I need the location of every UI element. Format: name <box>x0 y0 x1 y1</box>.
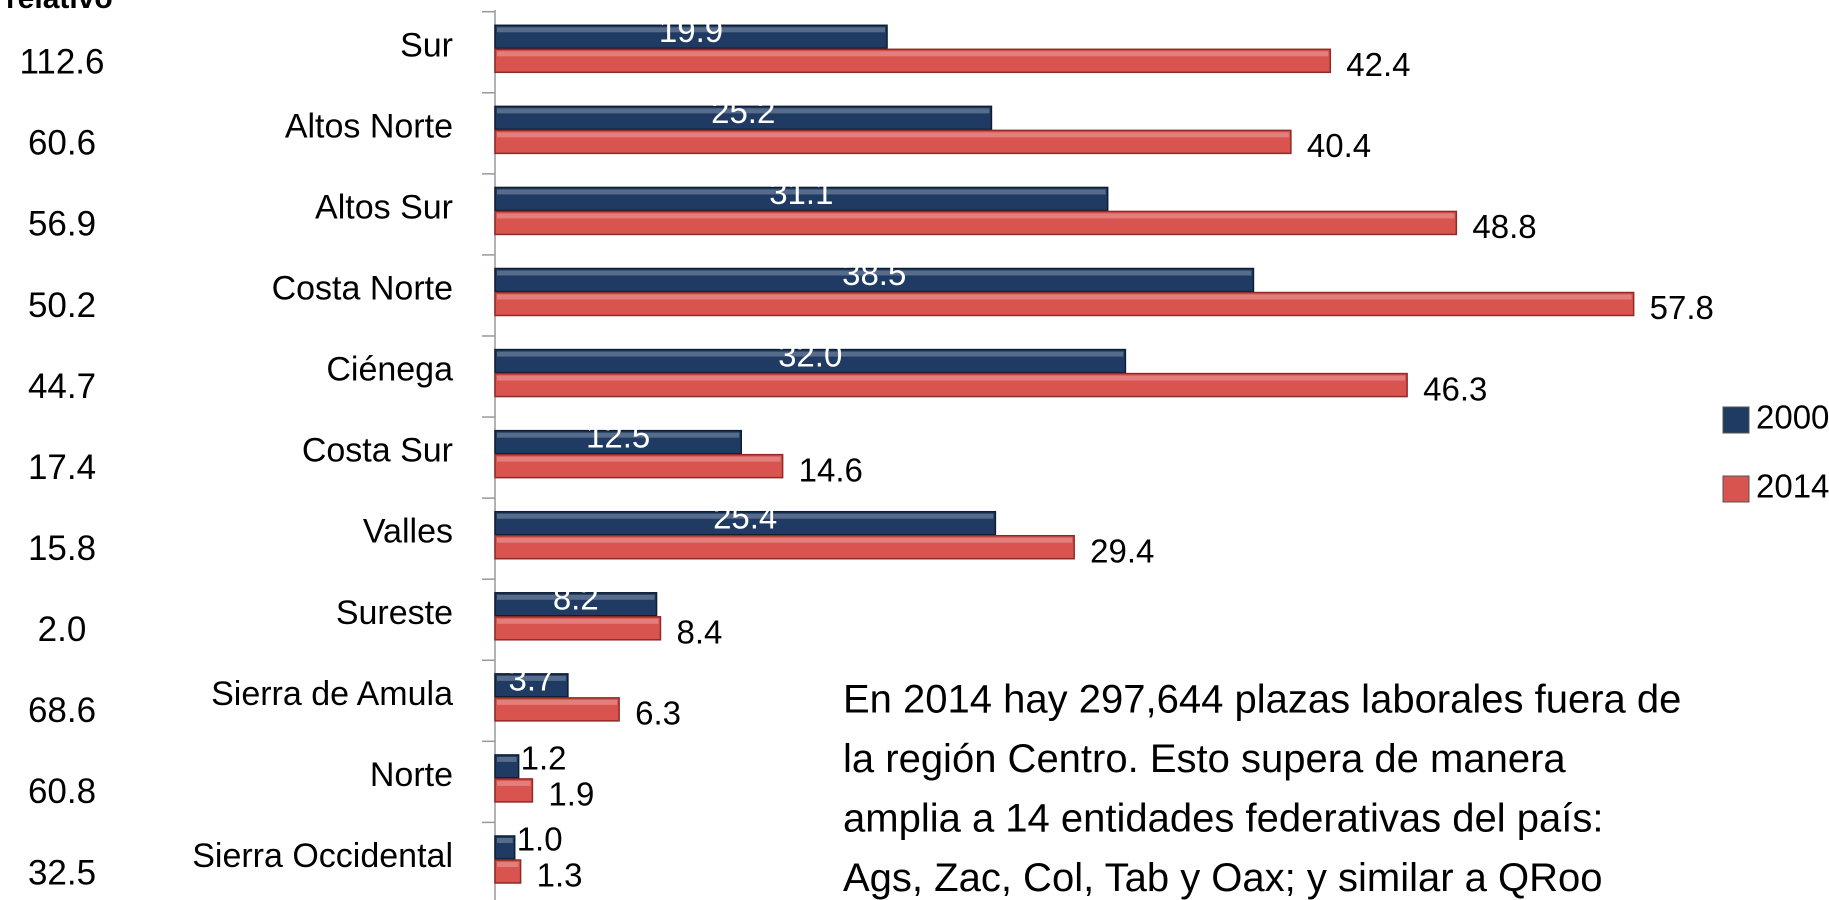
bar-highlight <box>497 213 1455 219</box>
bar <box>494 186 1109 212</box>
bar-highlight <box>497 375 1406 381</box>
side-column-title: relativo <box>6 0 113 15</box>
annotation-line: Ags, Zac, Col, Tab y Oax; y similar a QR… <box>843 856 1603 900</box>
bar <box>494 105 993 131</box>
value-label: 8.2 <box>553 580 599 617</box>
bar-highlight <box>497 537 1073 543</box>
bar <box>494 859 522 884</box>
value-label: 29.4 <box>1090 532 1154 569</box>
side-column-value: 2.0 <box>38 610 87 649</box>
side-column-value: 32.5 <box>28 853 96 892</box>
annotation-line: En 2014 hay 297,644 plazas laborales fue… <box>843 678 1681 722</box>
bar <box>494 48 1332 74</box>
side-column-value: 17.4 <box>28 448 96 487</box>
legend-swatch <box>1722 406 1750 434</box>
y-tick-label: Norte <box>370 756 453 794</box>
value-label: 48.8 <box>1472 208 1536 245</box>
bar-highlight <box>497 270 1252 276</box>
side-column-value: 60.8 <box>28 772 96 811</box>
bar <box>494 267 1255 293</box>
bar-highlight <box>497 27 886 33</box>
value-label: 1.9 <box>548 776 594 813</box>
bar <box>494 510 997 536</box>
y-tick-label: Altos Norte <box>285 107 453 145</box>
side-column-value: 68.6 <box>28 691 96 730</box>
bar-highlight <box>497 294 1632 300</box>
side-column-value: 15.8 <box>28 529 96 568</box>
y-tick-label: Sierra de Amula <box>211 675 453 713</box>
value-label: 8.4 <box>676 614 722 651</box>
bar-highlight <box>497 756 517 762</box>
bar-highlight <box>497 456 781 462</box>
bar-highlight <box>497 351 1124 357</box>
y-tick-label: Costa Sur <box>302 432 453 470</box>
bar <box>494 372 1408 398</box>
bar-highlight <box>497 51 1329 57</box>
value-label: 1.2 <box>521 740 567 777</box>
value-label: 19.9 <box>659 12 723 49</box>
side-column-value: 50.2 <box>28 286 96 325</box>
y-tick-label: Sur <box>400 26 453 64</box>
bar <box>494 24 888 50</box>
value-label: 25.4 <box>713 498 777 535</box>
value-label: 14.6 <box>799 451 863 488</box>
bar <box>494 453 784 479</box>
bar-highlight <box>497 862 519 867</box>
value-label: 32.0 <box>778 336 842 373</box>
annotation-line: amplia a 14 entidades federativas del pa… <box>843 797 1604 841</box>
legend-swatch <box>1722 475 1750 503</box>
value-label: 12.5 <box>586 417 650 454</box>
value-label: 6.3 <box>635 695 681 732</box>
y-tick-label: Sierra Occidental <box>192 837 453 875</box>
bar-highlight <box>497 594 655 600</box>
value-label: 3.7 <box>509 661 555 698</box>
bar <box>494 697 620 722</box>
bar <box>494 754 520 779</box>
y-tick-label: Costa Norte <box>272 269 453 307</box>
legend-label: 2000 <box>1756 399 1829 436</box>
y-tick-label: Sureste <box>336 594 453 632</box>
y-tick-label: Altos Sur <box>315 188 453 226</box>
bar-highlight <box>497 108 990 114</box>
value-label: 46.3 <box>1423 370 1487 407</box>
side-column-value: 112.6 <box>20 43 105 82</box>
y-tick-label: Ciénega <box>326 351 453 389</box>
bar-highlight <box>497 513 994 519</box>
bar <box>494 673 569 698</box>
value-label: 38.5 <box>842 255 906 292</box>
bar <box>494 348 1127 374</box>
bar <box>494 592 658 617</box>
bar-highlight <box>497 618 659 624</box>
value-label: 25.2 <box>711 93 775 130</box>
legend-label: 2014 <box>1756 468 1829 505</box>
bar <box>494 129 1292 155</box>
value-label: 57.8 <box>1650 289 1714 326</box>
y-tick-label: Valles <box>363 513 453 551</box>
value-label: 42.4 <box>1346 46 1410 83</box>
side-column-value: 56.9 <box>28 205 96 244</box>
side-column-value: 44.7 <box>28 367 96 406</box>
bar <box>494 210 1458 236</box>
bar <box>494 835 516 860</box>
bar <box>494 616 662 641</box>
value-label: 1.0 <box>517 821 563 858</box>
bar-highlight <box>497 838 513 843</box>
value-label: 31.1 <box>769 174 833 211</box>
value-label: 40.4 <box>1307 127 1371 164</box>
side-column-value: 60.6 <box>28 124 96 163</box>
bar <box>494 534 1075 560</box>
bar-highlight <box>497 699 618 705</box>
bar-highlight <box>497 432 740 438</box>
bar <box>494 291 1635 317</box>
bar-highlight <box>497 189 1106 195</box>
bar-highlight <box>497 780 531 786</box>
value-label: 1.3 <box>537 857 583 894</box>
bar-highlight <box>497 675 566 681</box>
annotation-line: la región Centro. Esto supera de manera <box>843 737 1566 781</box>
bar <box>494 429 742 455</box>
bar-highlight <box>497 132 1289 138</box>
bar <box>494 778 534 803</box>
